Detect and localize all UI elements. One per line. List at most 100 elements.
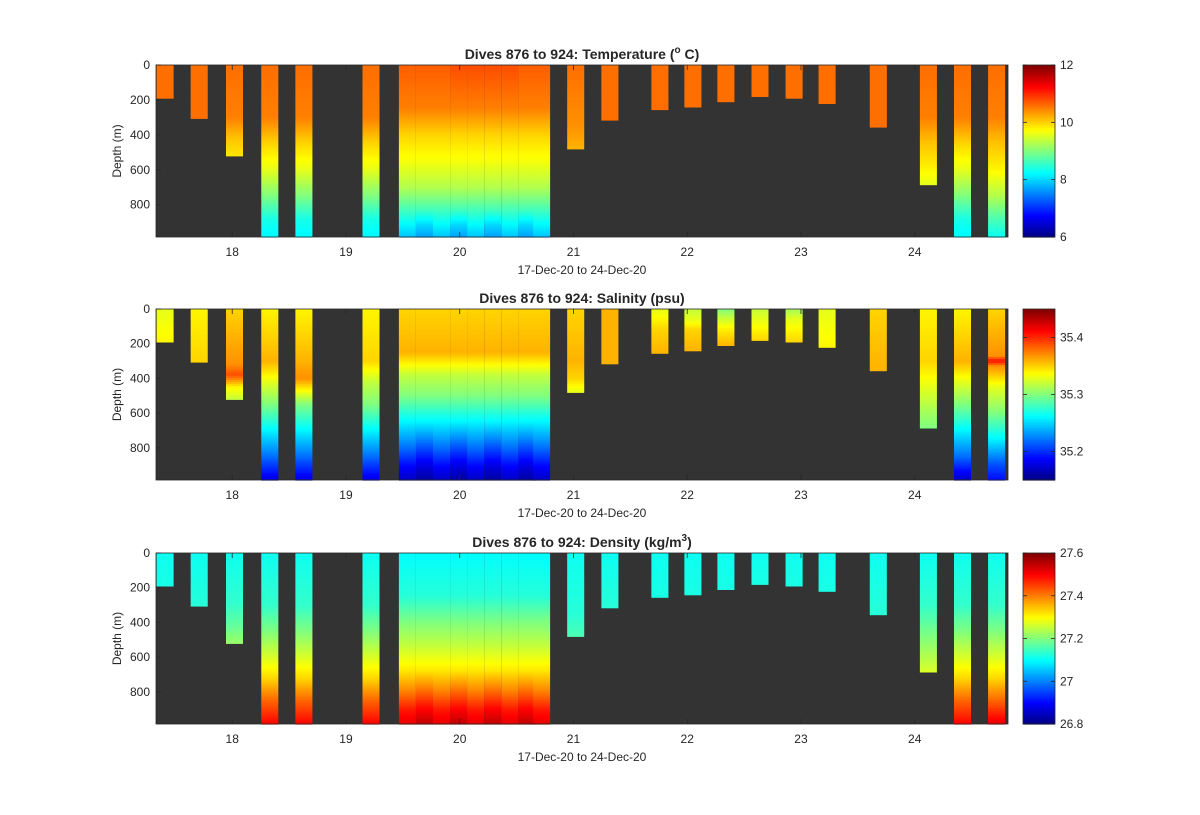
profile-cell bbox=[869, 321, 887, 325]
dive-profile-15 bbox=[533, 553, 551, 725]
profile-cell bbox=[919, 411, 937, 414]
profile-cell bbox=[261, 467, 279, 470]
profile-cell bbox=[988, 203, 1006, 206]
profile-cell bbox=[919, 98, 937, 102]
profile-cell bbox=[190, 575, 208, 579]
profile-cell bbox=[501, 471, 519, 475]
profile-cell bbox=[467, 632, 485, 635]
profile-cell bbox=[295, 356, 313, 360]
profile-cell bbox=[467, 450, 485, 454]
profile-cell bbox=[518, 703, 536, 706]
profile-cell bbox=[533, 619, 551, 623]
profile-cell bbox=[261, 140, 279, 144]
profile-cell bbox=[484, 705, 502, 708]
profile-cell bbox=[416, 698, 433, 702]
profile-cell bbox=[295, 396, 313, 400]
colorbar-segment bbox=[1023, 381, 1055, 385]
profile-cell bbox=[362, 83, 380, 87]
profile-cell bbox=[484, 384, 502, 387]
colorbar-segment bbox=[1023, 435, 1055, 438]
profile-cell bbox=[261, 694, 279, 698]
profile-cell bbox=[533, 588, 551, 592]
profile-cell bbox=[751, 565, 769, 569]
colorbar-segment bbox=[1023, 161, 1055, 165]
dive-profile-14 bbox=[518, 65, 536, 238]
profile-cell bbox=[869, 329, 887, 333]
profile-cell bbox=[416, 442, 433, 445]
profile-cell bbox=[501, 475, 519, 479]
profile-cell bbox=[785, 311, 803, 314]
profile-cell bbox=[416, 648, 433, 652]
profile-cell bbox=[450, 123, 468, 127]
profile-cell bbox=[818, 584, 836, 587]
profile-cell bbox=[433, 161, 450, 165]
profile-cell bbox=[398, 657, 416, 660]
profile-cell bbox=[416, 79, 433, 83]
profile-cell bbox=[869, 557, 887, 560]
profile-cell bbox=[261, 174, 279, 177]
profile-cell bbox=[295, 388, 313, 391]
profile-cell bbox=[567, 367, 585, 370]
profile-cell bbox=[261, 69, 279, 72]
profile-cell bbox=[416, 373, 433, 377]
profile-cell bbox=[601, 309, 619, 312]
dive-profile-27 bbox=[988, 65, 1006, 238]
profile-cell bbox=[190, 102, 208, 106]
profile-cell bbox=[518, 132, 536, 135]
profile-cell bbox=[295, 615, 313, 619]
profile-cell bbox=[398, 384, 416, 387]
dive-profile-25 bbox=[919, 553, 937, 673]
profile-cell bbox=[988, 475, 1006, 479]
profile-cell bbox=[190, 106, 208, 110]
profile-cell bbox=[261, 317, 279, 320]
colorbar-segment bbox=[1023, 396, 1055, 400]
profile-cell bbox=[450, 211, 468, 215]
profile-cell bbox=[501, 311, 519, 314]
profile-cell bbox=[295, 352, 313, 356]
profile-cell bbox=[362, 471, 380, 475]
profile-cell bbox=[295, 446, 313, 450]
profile-cell bbox=[362, 454, 380, 458]
profile-cell bbox=[518, 174, 536, 177]
profile-cell bbox=[398, 398, 416, 402]
profile-cell bbox=[467, 350, 485, 354]
profile-cell bbox=[261, 336, 279, 339]
colorbar-segment bbox=[1023, 332, 1055, 336]
profile-cell bbox=[226, 336, 243, 339]
profile-cell bbox=[954, 192, 971, 196]
profile-cell bbox=[954, 630, 971, 633]
profile-cell bbox=[362, 381, 380, 385]
profile-cell bbox=[398, 340, 416, 343]
profile-cell bbox=[919, 632, 937, 635]
profile-cell bbox=[518, 146, 536, 150]
profile-cell bbox=[261, 197, 279, 200]
profile-cell bbox=[518, 117, 536, 121]
profile-cell bbox=[416, 603, 433, 606]
profile-cell bbox=[601, 363, 619, 365]
profile-cell bbox=[261, 96, 279, 100]
profile-cell bbox=[484, 427, 502, 431]
profile-cell bbox=[785, 73, 803, 77]
profile-cell bbox=[398, 331, 416, 335]
profile-cell bbox=[501, 130, 519, 133]
profile-cell bbox=[467, 648, 485, 652]
profile-cell bbox=[416, 590, 433, 594]
profile-cell bbox=[398, 123, 416, 127]
profile-cell bbox=[295, 190, 313, 194]
profile-cell bbox=[567, 125, 585, 129]
profile-cell bbox=[751, 561, 769, 564]
profile-cell bbox=[869, 359, 887, 362]
colorbar-segment bbox=[1023, 375, 1055, 378]
profile-cell bbox=[988, 640, 1006, 644]
dive-profile-1 bbox=[156, 65, 174, 99]
profile-cell bbox=[501, 100, 519, 104]
profile-cell bbox=[651, 586, 669, 589]
profile-cell bbox=[226, 573, 243, 577]
profile-cell bbox=[398, 609, 416, 612]
profile-cell bbox=[362, 584, 380, 587]
profile-cell bbox=[398, 469, 416, 473]
profile-cell bbox=[398, 213, 416, 217]
profile-cell bbox=[416, 578, 433, 581]
profile-cell bbox=[533, 203, 551, 206]
profile-cell bbox=[416, 450, 433, 454]
